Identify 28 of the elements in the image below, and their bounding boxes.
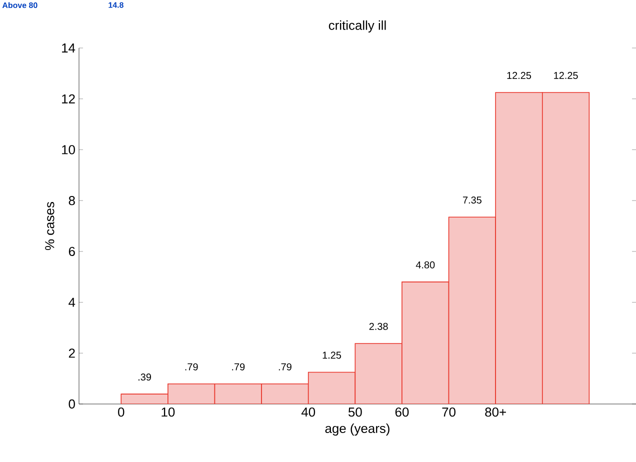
x-tick-label: 0 (118, 408, 124, 417)
x-axis-title: age (years) (325, 424, 390, 436)
y-axis-title: % cases (45, 202, 54, 250)
chart-title: critically ill (328, 20, 386, 32)
y-tick-label: 10 (62, 145, 75, 154)
y-tick-label: 0 (68, 399, 75, 409)
x-tick-label: 50 (348, 408, 362, 417)
x-tick-label: 80+ (485, 408, 506, 417)
data-label: .79 (278, 363, 292, 370)
x-tick-label: 60 (395, 408, 409, 417)
data-label: .39 (138, 374, 151, 381)
y-tick-label: 4 (68, 298, 76, 307)
data-label: 12.25 (507, 72, 532, 79)
data-label: .79 (232, 363, 245, 370)
data-label: 4.80 (416, 261, 435, 268)
y-tick-label: 6 (68, 246, 75, 256)
x-tick-label: 10 (162, 408, 175, 417)
y-tick-label: 14 (62, 44, 76, 52)
data-label: 1.25 (322, 352, 342, 359)
x-tick-label: 40 (301, 408, 316, 417)
data-label: .79 (185, 363, 198, 370)
data-label: 7.35 (463, 196, 482, 204)
y-tick-label: 12 (62, 94, 75, 104)
data-label: 2.38 (369, 322, 388, 330)
y-tick-label: 2 (68, 348, 75, 358)
x-tick-label: 70 (442, 408, 456, 417)
y-tick-label: 8 (68, 196, 75, 206)
data-label: 12.25 (554, 72, 578, 79)
